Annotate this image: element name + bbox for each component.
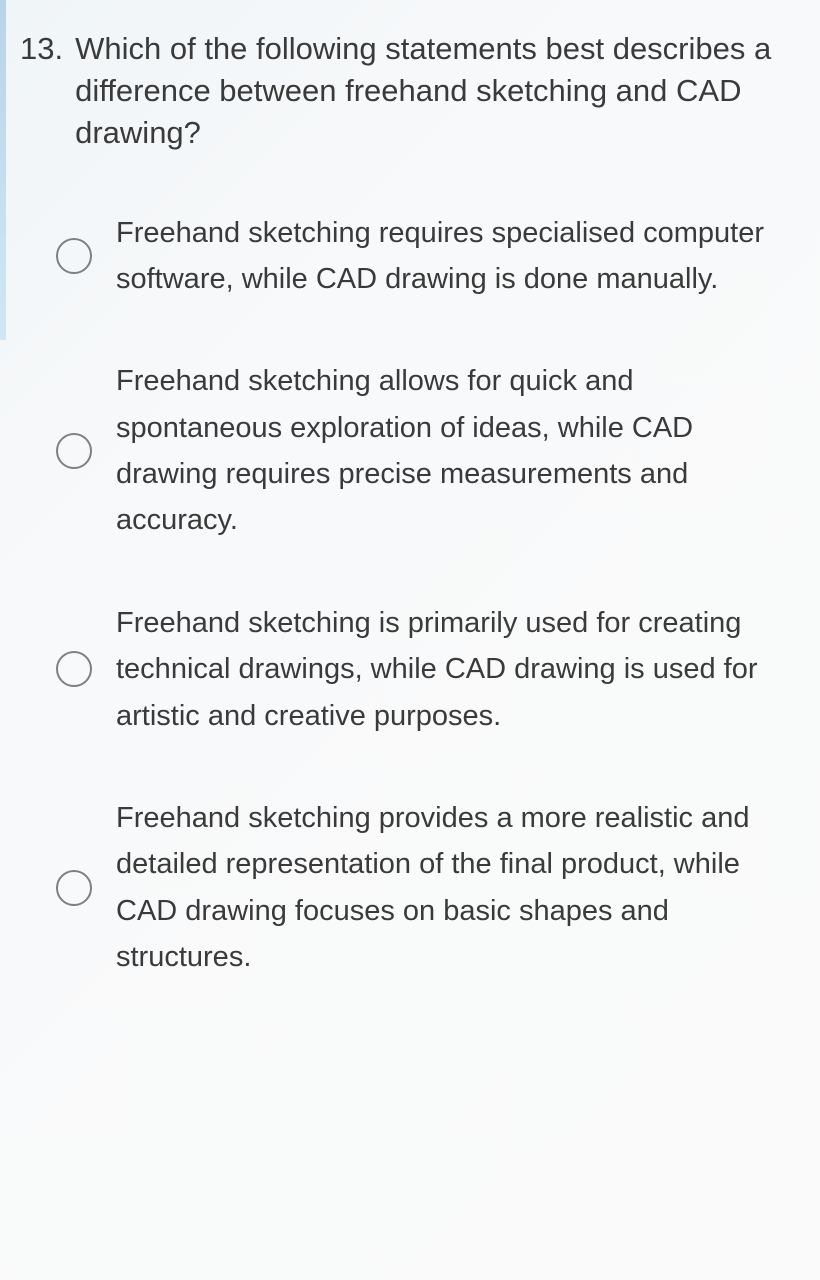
radio-icon[interactable] [56,651,92,687]
option-text: Freehand sketching allows for quick and … [116,358,802,544]
question-block: 13. Which of the following statements be… [20,28,802,154]
option-4[interactable]: Freehand sketching provides a more real­… [56,795,802,981]
radio-icon[interactable] [56,870,92,906]
left-accent-edge [0,0,6,340]
options-list: Freehand sketching requires specialised … [20,210,802,981]
option-3[interactable]: Freehand sketching is primarily used for… [56,600,802,739]
option-2[interactable]: Freehand sketching allows for quick and … [56,358,802,544]
question-number: 13. [20,28,63,70]
option-text: Freehand sketching provides a more real­… [116,795,802,981]
radio-icon[interactable] [56,238,92,274]
radio-icon[interactable] [56,433,92,469]
option-text: Freehand sketching requires specialised … [116,210,802,303]
question-text: Which of the following statements best d… [75,28,802,154]
option-1[interactable]: Freehand sketching requires specialised … [56,210,802,303]
option-text: Freehand sketching is primarily used for… [116,600,802,739]
